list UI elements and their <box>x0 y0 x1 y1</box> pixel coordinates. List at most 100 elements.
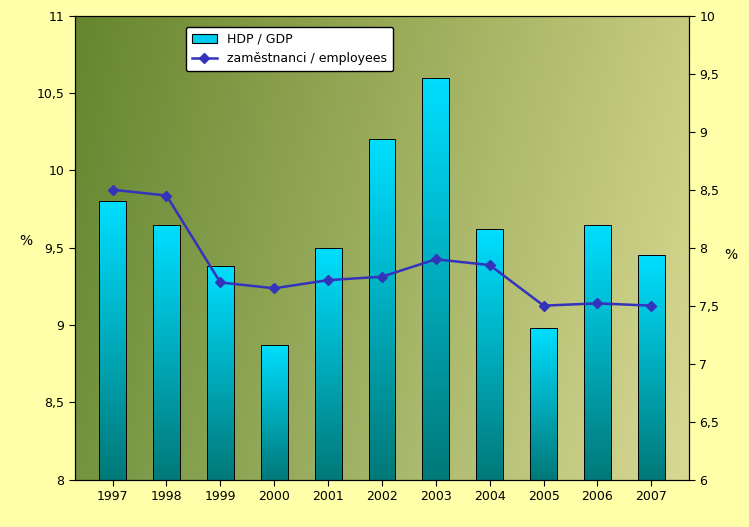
Bar <box>422 178 449 185</box>
Bar <box>584 241 611 246</box>
Bar <box>530 416 557 419</box>
Bar <box>584 463 611 467</box>
Bar <box>99 220 126 225</box>
Bar <box>584 420 611 424</box>
Bar <box>99 382 126 387</box>
Bar <box>315 456 342 460</box>
Bar <box>261 457 288 460</box>
Bar <box>207 298 234 302</box>
Bar <box>422 212 449 218</box>
Bar <box>422 124 449 131</box>
Bar <box>153 271 180 276</box>
Bar <box>369 344 395 349</box>
Bar <box>153 382 180 386</box>
Bar <box>530 437 557 439</box>
Bar <box>207 266 234 480</box>
Bar <box>584 386 611 391</box>
Bar <box>422 84 449 91</box>
Bar <box>99 373 126 377</box>
Bar <box>315 460 342 464</box>
Bar <box>476 454 503 458</box>
Bar <box>422 332 449 339</box>
Bar <box>369 315 395 321</box>
Bar <box>99 364 126 368</box>
Bar <box>261 383 288 385</box>
Bar <box>476 233 503 238</box>
Bar <box>315 314 342 317</box>
Bar <box>584 271 611 276</box>
Bar <box>476 421 503 425</box>
Bar <box>207 387 234 391</box>
Bar <box>315 267 342 271</box>
Bar <box>207 313 234 316</box>
Bar <box>476 242 503 246</box>
Bar <box>153 263 180 267</box>
Bar <box>99 304 126 308</box>
Bar <box>315 414 342 418</box>
Bar <box>530 414 557 416</box>
Bar <box>638 420 665 424</box>
Bar <box>99 257 126 261</box>
Bar <box>369 190 395 196</box>
Bar <box>530 472 557 474</box>
Bar <box>153 301 180 305</box>
Bar <box>422 292 449 299</box>
Bar <box>530 356 557 358</box>
Bar <box>584 246 611 250</box>
Bar <box>261 356 288 358</box>
Bar <box>584 267 611 271</box>
Bar <box>261 345 288 480</box>
Bar <box>153 314 180 318</box>
Bar <box>476 463 503 467</box>
Bar <box>530 348 557 351</box>
Bar <box>369 332 395 338</box>
Bar <box>638 281 665 285</box>
Bar <box>99 201 126 480</box>
Bar <box>369 196 395 202</box>
Bar <box>584 225 611 229</box>
Bar <box>207 462 234 465</box>
Bar <box>584 344 611 348</box>
Bar <box>153 323 180 327</box>
Bar <box>315 410 342 414</box>
Bar <box>530 330 557 333</box>
Bar <box>261 477 288 480</box>
Bar <box>638 319 665 323</box>
Bar <box>153 373 180 377</box>
Bar <box>99 419 126 424</box>
Bar <box>99 243 126 248</box>
Bar <box>638 383 665 386</box>
Bar <box>153 254 180 259</box>
Bar <box>261 437 288 439</box>
Bar <box>207 430 234 433</box>
Bar <box>99 225 126 229</box>
Bar <box>207 341 234 345</box>
Bar <box>476 434 503 438</box>
Bar <box>261 349 288 352</box>
Bar <box>207 394 234 398</box>
Bar <box>207 323 234 327</box>
Bar <box>476 413 503 417</box>
Bar <box>638 450 665 453</box>
Bar <box>584 467 611 471</box>
Bar <box>207 337 234 341</box>
Bar <box>261 460 288 462</box>
Bar <box>99 206 126 211</box>
Bar <box>99 438 126 443</box>
Bar <box>315 453 342 456</box>
Bar <box>530 432 557 434</box>
Bar <box>369 327 395 332</box>
Bar <box>207 465 234 469</box>
Bar <box>369 264 395 270</box>
Bar <box>369 377 395 383</box>
Bar <box>530 399 557 401</box>
Bar <box>584 327 611 331</box>
Bar <box>369 179 395 185</box>
Bar <box>369 185 395 190</box>
Bar <box>476 471 503 475</box>
Bar <box>584 454 611 458</box>
Bar <box>261 381 288 383</box>
Bar <box>99 327 126 331</box>
Bar <box>476 467 503 471</box>
Bar <box>153 403 180 407</box>
